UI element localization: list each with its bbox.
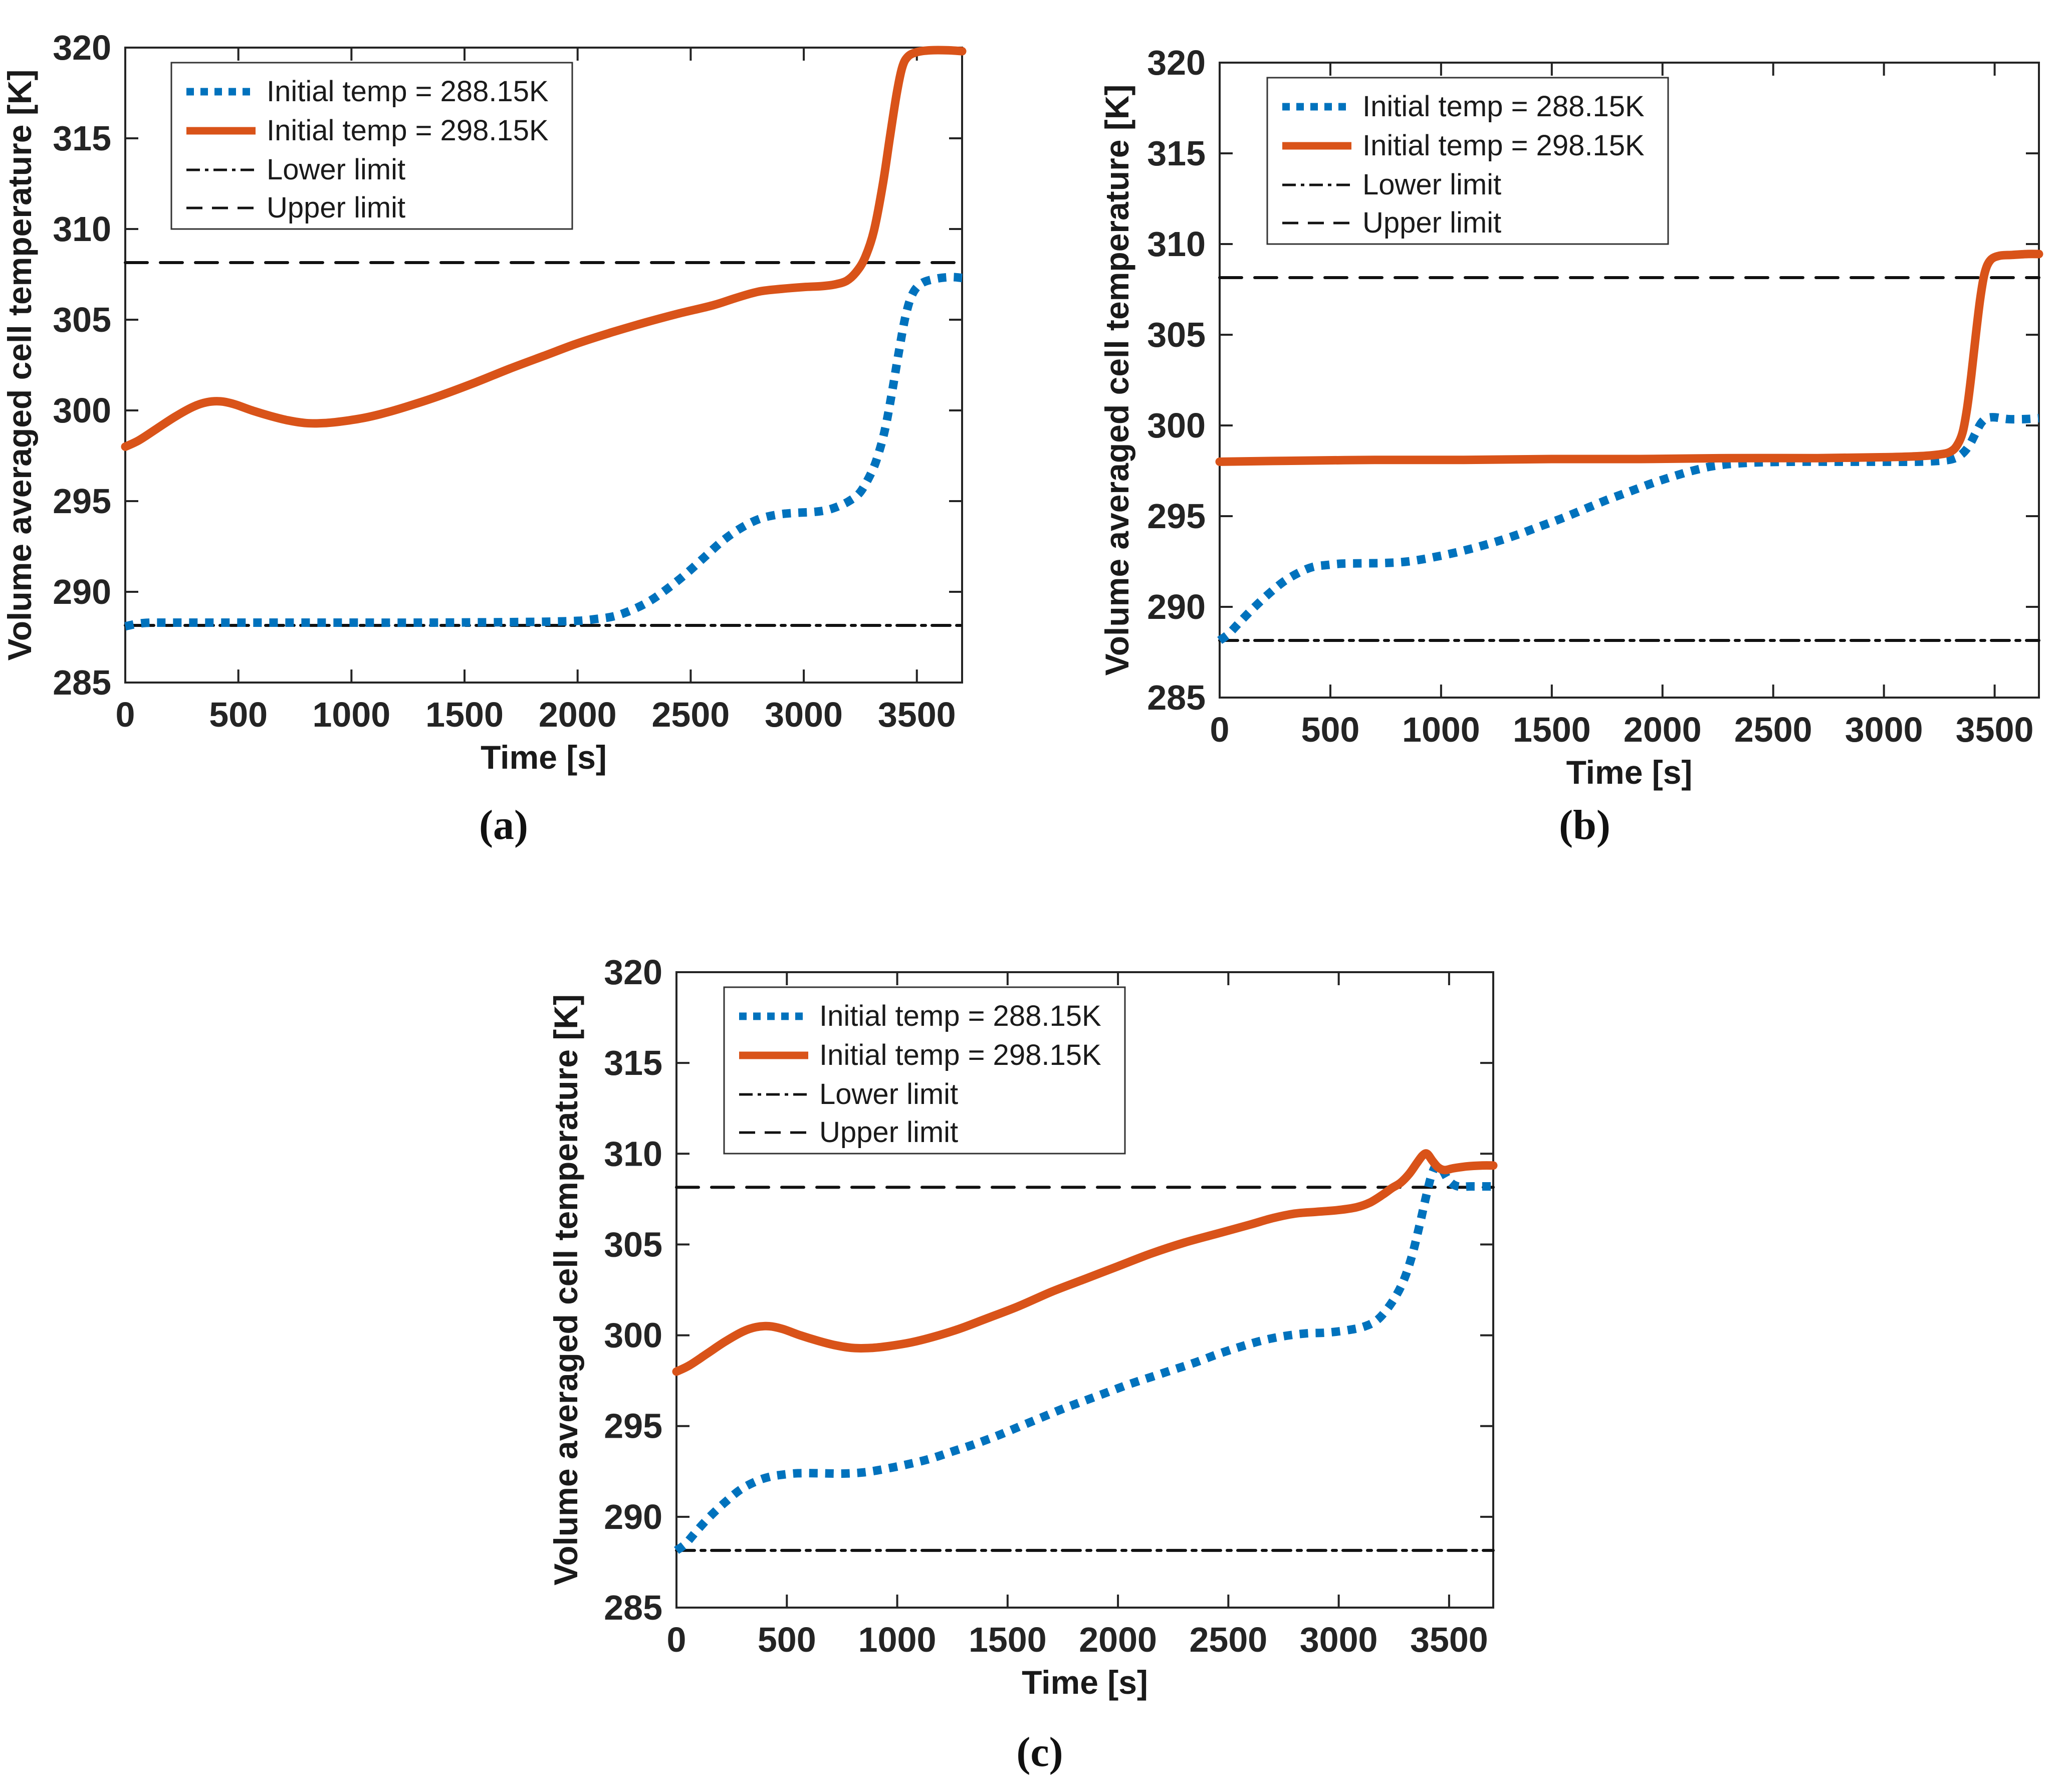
- x-tick-label: 3500: [1956, 710, 2034, 749]
- chart-c-canvas: 0 500 1000 1500 2000 2500 3000 3500 285 290 295 300…: [547, 953, 1498, 1701]
- x-tick-label: 1000: [1402, 710, 1480, 749]
- x-tick-label: 500: [758, 1620, 816, 1659]
- x-tick-label: 1500: [425, 695, 504, 734]
- y-tick-label: 310: [1147, 225, 1206, 264]
- subplot-b: 0 500 1000 1500 2000 2500 3000 3500 285 290 295 300…: [1097, 0, 2072, 824]
- legend-entry-label: Upper limit: [1362, 206, 1501, 239]
- x-tick-label: 500: [1301, 710, 1360, 749]
- legend-entry-label: Upper limit: [819, 1116, 958, 1149]
- subplot-label-b: (b): [1559, 802, 1610, 848]
- x-tick-label: 2500: [1734, 710, 1812, 749]
- x-tick-label: 0: [667, 1620, 686, 1659]
- x-tick-label: 500: [209, 695, 268, 734]
- y-tick-label: 320: [1147, 43, 1206, 82]
- x-tick-label: 2500: [652, 695, 730, 734]
- y-tick-label: 305: [1147, 315, 1206, 354]
- legend-entry-label: Initial temp = 298.15K: [819, 1039, 1101, 1071]
- x-tick-label: 3000: [1845, 710, 1923, 749]
- x-tick-label: 3500: [1410, 1620, 1488, 1659]
- legend-entry-label: Initial temp = 298.15K: [267, 114, 549, 147]
- legend-box: [723, 986, 1126, 1155]
- y-tick-label: 310: [53, 209, 111, 249]
- y-tick-label: 295: [53, 482, 111, 521]
- x-tick-label: 1000: [858, 1620, 937, 1659]
- axes-box: [675, 971, 1494, 1609]
- axes-box: [124, 47, 963, 684]
- x-axis-label: Time [s]: [1022, 1664, 1148, 1701]
- legend-entry-label: Initial temp = 288.15K: [819, 1000, 1101, 1032]
- legend-entry-label: Upper limit: [267, 191, 405, 224]
- y-tick-label: 290: [53, 572, 111, 611]
- y-tick-label: 300: [604, 1316, 662, 1355]
- series-line-solid: [672, 1149, 1498, 1376]
- series-line-dotted: [124, 273, 963, 631]
- subplot-c: 0 500 1000 1500 2000 2500 3000 3500 285 290 295 300…: [546, 953, 1533, 1731]
- x-tick-label: 2000: [1079, 1620, 1157, 1659]
- y-axis-label: Volume averaged cell temperature [K]: [547, 994, 584, 1586]
- x-tick-label: 2000: [1624, 710, 1702, 749]
- legend-entry-label: Lower limit: [1362, 168, 1501, 201]
- x-tick-label: 3000: [765, 695, 843, 734]
- chart-b-canvas: 0 500 1000 1500 2000 2500 3000 3500 285 290 295 300…: [1098, 43, 2043, 791]
- y-axis-label: Volume averaged cell temperature [K]: [1098, 85, 1135, 676]
- x-tick-label: 1500: [1513, 710, 1591, 749]
- y-tick-label: 305: [53, 300, 111, 339]
- x-tick-label: 3000: [1300, 1620, 1378, 1659]
- y-tick-label: 285: [1147, 678, 1206, 717]
- y-tick-label: 315: [604, 1043, 662, 1082]
- y-tick-label: 300: [53, 391, 111, 430]
- subplot-label-a: (a): [479, 802, 528, 848]
- y-tick-label: 285: [53, 663, 111, 702]
- x-axis-label: Time [s]: [1566, 754, 1693, 791]
- x-tick-label: 3500: [878, 695, 956, 734]
- chart-a-canvas: 0 500 1000 1500 2000 2500 3000 3500 285 290 295 300…: [1, 28, 967, 776]
- subplot-a: 0 500 1000 1500 2000 2500 3000 3500 285 290 295 300…: [0, 0, 1007, 804]
- x-tick-label: 0: [1210, 710, 1230, 749]
- series-line-solid: [121, 46, 967, 451]
- y-tick-label: 300: [1147, 406, 1206, 445]
- x-axis-label: Time [s]: [481, 739, 607, 776]
- x-tick-label: 0: [116, 695, 135, 734]
- y-tick-label: 305: [604, 1225, 662, 1264]
- series-line-solid: [1215, 250, 2043, 466]
- y-tick-label: 295: [604, 1407, 662, 1446]
- y-tick-label: 285: [604, 1588, 662, 1627]
- series-line-dotted: [674, 1160, 1493, 1554]
- x-tick-label: 1500: [969, 1620, 1047, 1659]
- legend-entry-label: Initial temp = 288.15K: [267, 75, 549, 108]
- y-tick-label: 315: [53, 119, 111, 158]
- x-tick-label: 2000: [539, 695, 617, 734]
- y-tick-label: 315: [1147, 134, 1206, 173]
- legend-entry-label: Lower limit: [267, 153, 405, 186]
- y-axis-label: Volume averaged cell temperature [K]: [1, 70, 38, 661]
- y-tick-label: 320: [604, 955, 662, 992]
- y-tick-label: 290: [1147, 587, 1206, 626]
- legend-entry-label: Lower limit: [819, 1078, 958, 1110]
- legend-box: [170, 62, 573, 230]
- x-tick-label: 1000: [312, 695, 390, 734]
- axes-box: [1219, 62, 2040, 699]
- y-tick-label: 295: [1147, 497, 1206, 536]
- legend-box: [1266, 77, 1669, 245]
- series-line-dotted: [1217, 413, 2039, 644]
- legend-entry-label: Initial temp = 298.15K: [1362, 129, 1645, 162]
- subplot-label-c: (c): [1016, 1729, 1063, 1775]
- y-tick-label: 290: [604, 1497, 662, 1536]
- y-tick-label: 310: [604, 1134, 662, 1173]
- x-tick-label: 2500: [1189, 1620, 1267, 1659]
- legend-entry-label: Initial temp = 288.15K: [1362, 90, 1645, 123]
- y-tick-label: 320: [53, 28, 111, 67]
